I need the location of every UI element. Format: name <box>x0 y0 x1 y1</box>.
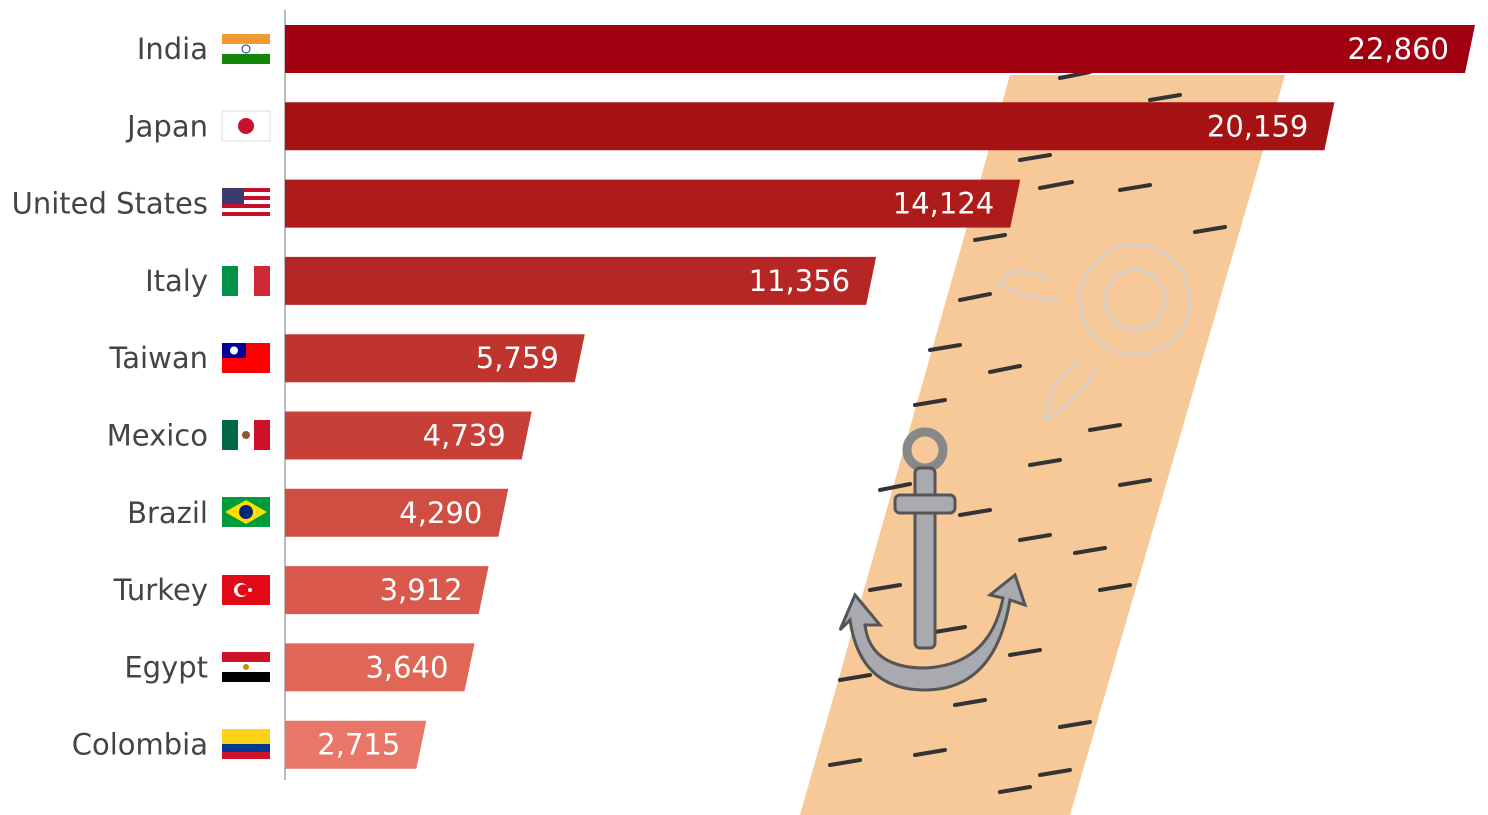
bar <box>285 25 1475 73</box>
value-label: 22,860 <box>1348 32 1449 66</box>
category-label: Japan <box>125 109 208 143</box>
value-label: 3,640 <box>365 650 448 684</box>
chart: India 22,860 Japan 20,159 United States 14,12… <box>0 0 1488 815</box>
category-label: India <box>137 32 208 66</box>
value-label: 4,290 <box>399 496 482 530</box>
category-label: Taiwan <box>108 341 208 375</box>
category-label: Italy <box>145 264 208 298</box>
category-label: Brazil <box>127 496 208 530</box>
bar <box>285 102 1334 150</box>
category-label: United States <box>12 187 208 221</box>
value-label: 11,356 <box>749 264 850 298</box>
value-label: 3,912 <box>380 573 463 607</box>
value-label: 4,739 <box>423 419 506 453</box>
value-label: 14,124 <box>893 187 994 221</box>
value-label: 2,715 <box>317 728 400 762</box>
category-label: Egypt <box>124 650 208 684</box>
category-label: Turkey <box>113 573 208 607</box>
value-label: 5,759 <box>476 341 559 375</box>
flags <box>222 34 270 759</box>
category-label: Colombia <box>72 728 208 762</box>
value-label: 20,159 <box>1207 109 1308 143</box>
category-label: Mexico <box>107 419 208 453</box>
